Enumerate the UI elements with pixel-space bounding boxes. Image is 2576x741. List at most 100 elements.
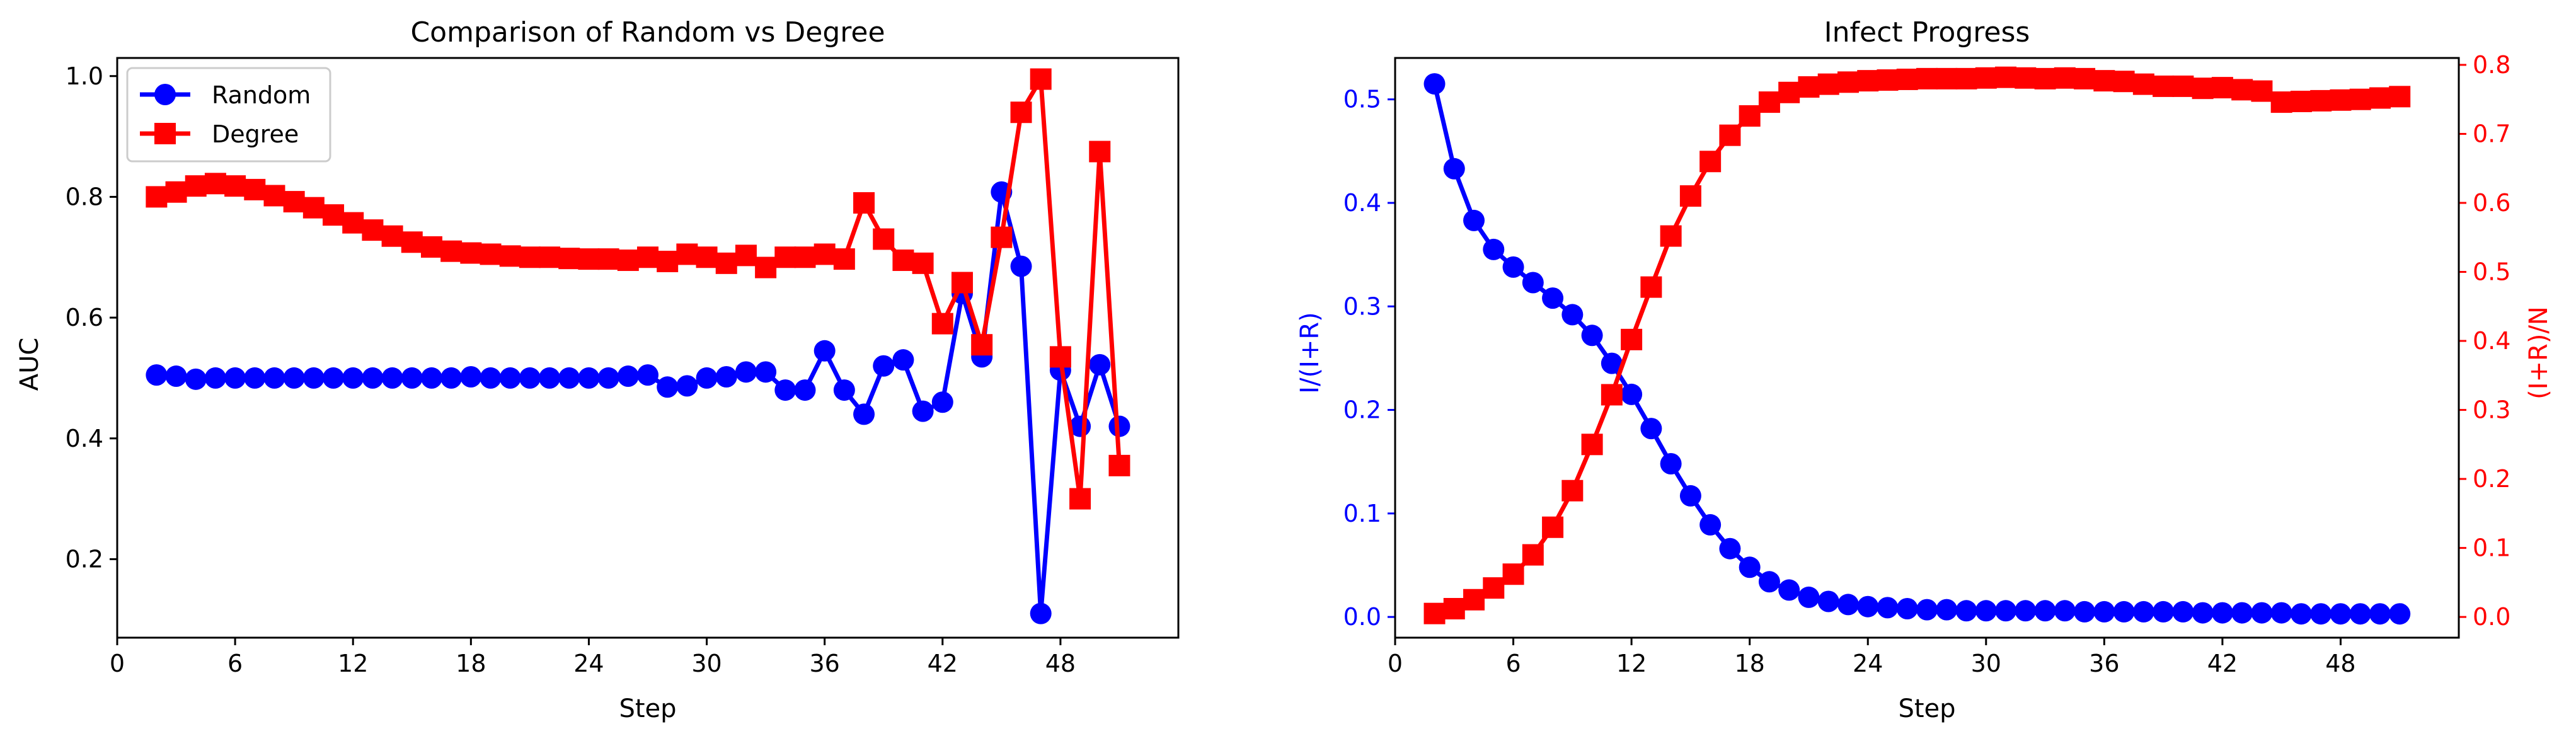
data-point-random [381, 367, 403, 389]
data-point-random [323, 367, 345, 389]
data-point-right-axis [2093, 70, 2115, 92]
data-point-degree [833, 248, 855, 270]
data-point-right-axis [2192, 78, 2214, 100]
y-tick-label-right: 0.2 [2473, 465, 2510, 493]
data-point-degree [480, 243, 502, 265]
data-point-degree [755, 256, 777, 279]
data-point-random [597, 367, 619, 389]
data-point-left-axis [2310, 603, 2332, 625]
data-point-random [657, 376, 679, 398]
data-point-right-axis [1916, 67, 1938, 89]
data-point-left-axis [2034, 600, 2056, 622]
legend-random-marker [154, 84, 176, 105]
data-point-right-axis [1463, 589, 1485, 611]
x-axis-ticks: 0 6 12 18 24 30 36 42 48 [110, 638, 1076, 677]
data-point-right-axis [2251, 80, 2273, 102]
data-point-right-axis [1936, 67, 1958, 89]
data-point-left-axis [2113, 600, 2135, 623]
data-point-right-axis [1660, 225, 1682, 247]
data-point-left-axis [2270, 602, 2292, 624]
data-point-left-axis [1621, 383, 1643, 405]
data-point-left-axis [2251, 602, 2273, 624]
y-tick-label: 0.5 [1343, 86, 1381, 113]
data-point-left-axis [1699, 514, 1722, 536]
data-point-random [1108, 415, 1130, 437]
data-point-left-axis [1522, 272, 1544, 294]
data-point-left-axis [2211, 602, 2233, 624]
data-point-degree [814, 243, 836, 265]
data-point-random [519, 367, 541, 389]
x-tick-label: 0 [1388, 650, 1403, 677]
data-point-random [244, 367, 266, 389]
data-point-right-axis [1542, 516, 1564, 538]
data-point-random [873, 355, 895, 377]
data-point-left-axis [1798, 586, 1820, 608]
data-point-random [774, 379, 796, 401]
y-tick-label-right: 0.7 [2473, 120, 2510, 147]
data-point-right-axis [2231, 79, 2253, 101]
data-point-right-axis [1679, 185, 1701, 207]
data-point-degree [185, 175, 207, 197]
data-point-left-axis [2153, 600, 2175, 623]
data-point-random [146, 364, 168, 386]
data-point-degree [578, 248, 600, 270]
data-point-degree [342, 212, 364, 234]
data-point-right-axis [1719, 124, 1741, 146]
data-point-left-axis [1936, 599, 1958, 621]
y-axis-ticks: 0.2 0.4 0.6 0.8 1.0 [66, 62, 117, 573]
data-point-degree [381, 225, 403, 247]
data-point-random [833, 379, 855, 401]
y-tick-label-right: 0.4 [2473, 327, 2510, 355]
y-axis-ticks-right: 0.0 0.1 0.2 0.3 0.4 0.5 0.6 0.7 0.8 [2459, 51, 2510, 631]
plot-frame [1394, 57, 2460, 639]
data-point-left-axis [2132, 600, 2154, 623]
data-point-left-axis [2290, 603, 2312, 625]
data-point-random [401, 367, 423, 389]
data-point-random [185, 368, 207, 390]
data-point-degree [539, 246, 561, 268]
data-point-left-axis [1817, 590, 1839, 612]
data-point-left-axis [2015, 600, 2037, 622]
data-point-degree [362, 219, 384, 241]
data-point-random [342, 367, 364, 389]
data-point-left-axis [2231, 602, 2253, 624]
data-point-random [853, 403, 875, 425]
data-point-left-axis [1581, 325, 1603, 347]
y-axis-ticks-left: 0.0 0.1 0.2 0.3 0.4 0.5 [1343, 86, 1395, 631]
x-tick-label: 42 [928, 650, 958, 677]
data-point-left-axis [1916, 599, 1938, 621]
data-point-right-axis [2015, 67, 2037, 89]
data-point-random [578, 367, 600, 389]
data-point-random [892, 349, 914, 371]
data-point-left-axis [1739, 556, 1761, 578]
data-point-random [263, 367, 285, 389]
data-point-left-axis [2389, 603, 2411, 625]
data-point-right-axis [2270, 91, 2292, 113]
data-point-degree [1069, 488, 1091, 510]
data-point-right-axis [2034, 67, 2056, 89]
data-point-degree [519, 246, 541, 268]
x-tick-label: 6 [227, 650, 243, 677]
data-point-random [1089, 353, 1111, 376]
data-point-random [676, 375, 698, 397]
data-point-right-axis [1581, 434, 1603, 456]
data-point-random [696, 367, 718, 389]
data-point-left-axis [2054, 600, 2076, 622]
data-point-right-axis [1699, 151, 1722, 173]
data-point-degree [696, 246, 718, 268]
data-point-random [558, 367, 580, 389]
data-point-degree [302, 197, 325, 219]
x-tick-label: 0 [110, 650, 125, 677]
x-tick-label: 30 [1971, 650, 2001, 677]
data-point-degree [1030, 68, 1052, 90]
data-point-right-axis [2211, 77, 2233, 99]
data-point-random [931, 391, 953, 413]
data-point-degree [224, 175, 246, 197]
data-point-random [1010, 255, 1032, 277]
data-point-right-axis [1502, 563, 1524, 585]
data-point-degree [735, 244, 757, 267]
y-tick-label: 0.1 [1343, 500, 1381, 527]
y-axis-label-left: I/(I+R) [1296, 312, 1325, 394]
data-point-random [617, 365, 639, 388]
